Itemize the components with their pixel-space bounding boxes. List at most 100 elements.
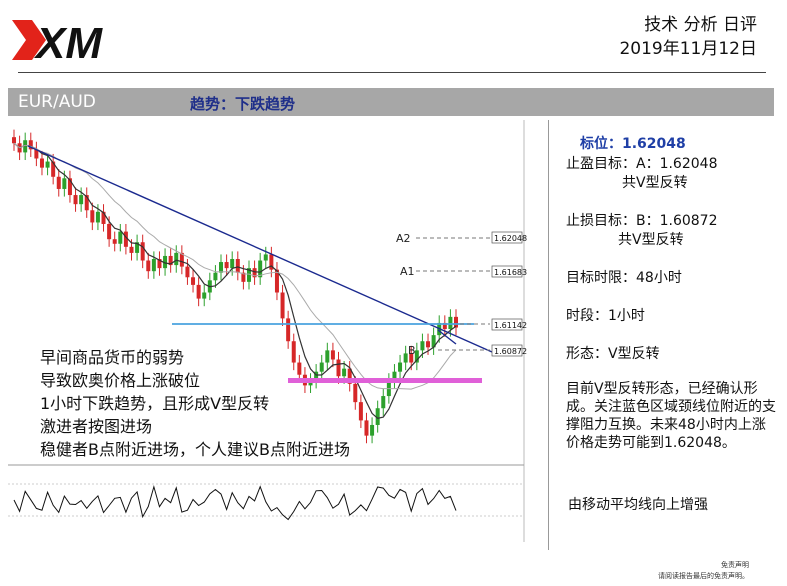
candle-body [291,341,296,363]
stop-loss: 止损目标：B：1.60872 [566,213,718,229]
svg-text:1.61683: 1.61683 [494,268,527,277]
candle-body [241,272,246,282]
candle-body [370,424,375,436]
label-a1: A1 [400,265,415,278]
price-box-a2: 1.62048 [491,231,527,244]
candle-body [230,259,235,269]
candle-body [420,341,425,351]
candle-body [112,239,117,244]
candle-body [28,140,33,150]
target-price: 标位：1.62048 [580,136,686,152]
brand-text: XM [33,19,103,66]
chart-commentary: 早间商品货币的弱势 导致欧奥价格上涨破位 1小时下跌趋势，且形成V型反转 激进者… [40,346,350,461]
candle-body [34,149,39,159]
candle-body [342,368,347,377]
label-a2: A2 [396,232,411,245]
commentary-line-2: 导致欧奥价格上涨破位 [40,371,201,390]
candle-body [213,272,218,281]
candle-body [325,350,330,363]
header-divider [18,72,766,73]
candle-body [246,268,251,282]
candle-body [107,223,112,240]
candle-body [258,260,263,278]
candle-body [163,255,168,269]
label-b: B [408,344,416,357]
candle-body [375,408,380,425]
candle-body [12,137,16,144]
candle-body [319,362,324,372]
candle-body [414,350,419,363]
candle-body [196,284,201,299]
commentary-line-5: 稳健者B点附近进场，个人建议B点附近进场 [40,440,350,459]
candle-body [330,350,335,360]
candle-body [448,316,453,330]
candle-body [90,210,95,223]
candle-body [364,420,369,436]
candle-body [79,195,84,205]
candle-body [185,266,190,278]
candle-body [235,259,240,273]
candle-body [403,353,408,363]
price-box-b: 1.60872 [491,344,527,357]
column-divider [548,120,549,550]
candle-body [174,252,179,266]
svg-text:1.62048: 1.62048 [494,234,527,243]
rising-trendline [437,329,457,345]
candle-body [39,158,44,168]
candle-body [269,254,274,270]
candle-body [146,260,151,272]
candle-body [101,211,106,224]
candle-body [392,371,397,381]
disclaimer-text: 请阅读报告最后的免责声明。 [658,572,749,580]
candle-body [308,380,313,386]
commentary-line-1: 早间商品货币的弱势 [40,348,185,367]
pattern: 形态：V型反转 [566,346,660,362]
svg-text:1.60872: 1.60872 [494,347,527,356]
take-profit-note: 共V型反转 [622,175,688,191]
candle-body [263,254,268,261]
candle-body [129,246,134,253]
candle-body [73,195,78,205]
candle-body [398,362,403,372]
report-title: 技术 分析 日评 [644,15,757,35]
oscillator-line [13,484,457,521]
moving-average-fast [13,142,457,419]
trend-label: 趋势：下跌趋势 [190,95,296,113]
candle-body [297,362,302,375]
disclaimer-title: 免责声明 [721,561,749,569]
candle-body [336,359,341,377]
candle-body [409,353,414,363]
analysis-text: 目前V型反转形态，已经确认形成。关注蓝色区域颈线位附近的支撑阻力互换。未来48小… [566,381,776,451]
stop-loss-note: 共V型反转 [618,232,684,248]
title-bar [8,88,774,116]
candle-body [95,211,100,223]
candle-body [219,262,224,273]
candle-body [314,371,319,381]
candle-body [151,259,156,272]
candle-body [224,262,229,269]
price-box-neck: 1.61142 [491,318,527,331]
candle-body [202,292,207,299]
candle-body [140,242,145,261]
report-date: 2019年11月12日 [619,39,757,59]
commentary-line-4: 激进者按图进场 [40,417,153,436]
time-limit: 目标时限：48小时 [566,270,682,286]
xm-logo: XM [10,14,140,68]
currency-pair: EUR/AUD [18,92,96,112]
candle-body [426,341,431,348]
svg-text:1.61142: 1.61142 [494,321,527,330]
candle-body [84,195,89,211]
price-box-a1: 1.61683 [491,265,527,278]
candle-body [286,318,291,342]
candle-body [51,161,56,177]
summary-text: 由移动平均线向上增强 [568,497,708,513]
candle-body [157,259,162,269]
candle-body [252,268,257,278]
candle-body [62,178,67,189]
candle-body [23,140,28,153]
commentary-line-3: 1小时下跌趋势，且形成V型反转 [40,394,270,413]
candle-body [179,252,184,267]
candle-body [168,255,173,266]
support-zone [288,378,482,383]
candle-body [347,368,352,384]
